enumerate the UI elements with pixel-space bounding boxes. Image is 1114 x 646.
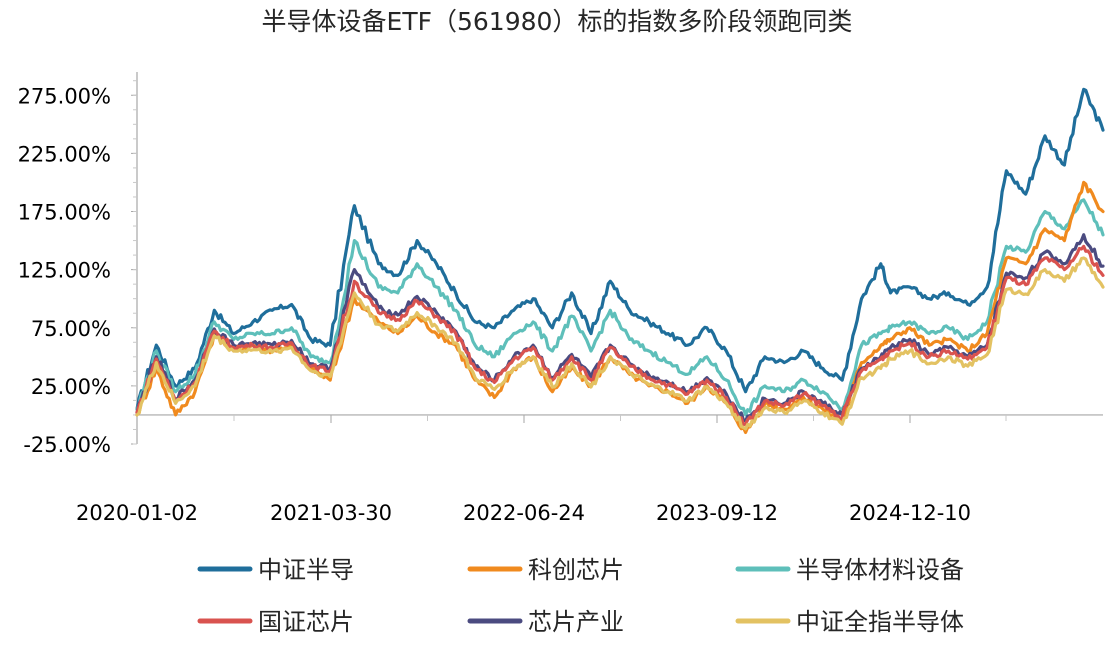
legend-item: 国证芯片	[197, 608, 354, 636]
y-tick-label: 25.00%	[31, 375, 111, 399]
axes: 275.00% 225.00% 175.00% 125.00% 75.00% 25.00%…	[18, 72, 1103, 525]
legend-label: 国证芯片	[258, 608, 354, 636]
legend-label: 芯片产业	[528, 608, 624, 636]
x-tick-label: 2021-03-30	[270, 501, 392, 525]
legend-label: 科创芯片	[528, 556, 624, 584]
series-line	[135, 244, 1105, 427]
legend-label: 半导体材料设备	[796, 556, 964, 584]
y-tick-label: 75.00%	[31, 317, 111, 341]
legend-label: 中证全指半导体	[796, 608, 964, 636]
series-lines	[135, 87, 1105, 434]
x-tick-label: 2024-12-10	[849, 501, 971, 525]
series-line	[135, 198, 1105, 417]
x-tick-label: 2022-06-24	[463, 501, 585, 525]
legend-label: 中证半导	[258, 556, 354, 584]
series-line	[135, 87, 1105, 411]
legend-item: 中证全指半导体	[735, 608, 964, 636]
legend-item: 半导体材料设备	[735, 556, 964, 584]
chart-title: 半导体设备ETF（561980）标的指数多阶段领跑同类	[262, 7, 853, 36]
x-tick-label: 2020-01-02	[76, 501, 198, 525]
legend-item: 中证半导	[197, 556, 354, 584]
x-tick-label: 2023-09-12	[656, 501, 778, 525]
y-tick-label: 225.00%	[18, 142, 111, 166]
y-tick-label: 275.00%	[18, 84, 111, 108]
legend-item: 科创芯片	[467, 556, 624, 584]
y-tick-label: 175.00%	[18, 201, 111, 225]
series-line	[135, 256, 1105, 431]
legend-item: 芯片产业	[467, 608, 624, 636]
y-tick-label: -25.00%	[23, 433, 111, 457]
y-tick-label: 125.00%	[18, 259, 111, 283]
